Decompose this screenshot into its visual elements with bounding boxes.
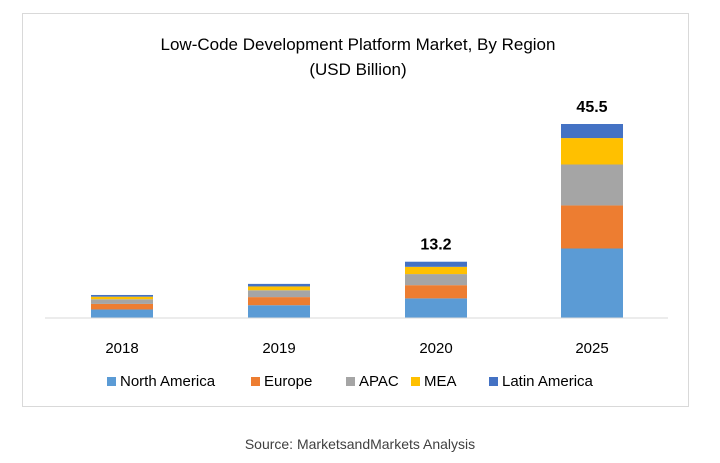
legend-swatch-europe (251, 377, 260, 386)
x-tick-label: 2025 (575, 340, 608, 357)
legend-label-europe: Europe (264, 373, 312, 390)
legend-label-mea: MEA (424, 373, 457, 390)
bar-2018-europe (91, 303, 153, 310)
bar-2025-mea (561, 138, 623, 165)
x-tick-label: 2018 (105, 340, 138, 357)
x-tick-label: 2020 (419, 340, 452, 357)
bar-2025-latin-america (561, 124, 623, 139)
source-note: Source: MarketsandMarkets Analysis (244, 436, 476, 452)
legend-swatch-mea (411, 377, 420, 386)
legend-label-apac: APAC (359, 373, 399, 390)
bar-2019-europe (248, 297, 310, 306)
bar-2025-europe (561, 205, 623, 249)
bar-2019-north-america (248, 305, 310, 318)
bar-2020-apac (405, 274, 467, 286)
bar-2019-mea (248, 286, 310, 291)
chart-subtitle: (USD Billion) (309, 60, 406, 79)
bar-2018-latin-america (91, 294, 153, 297)
bar-2020-north-america (405, 298, 467, 318)
bar-2018-mea (91, 296, 153, 300)
chart-title: Low-Code Development Platform Market, By… (161, 35, 556, 54)
total-label-2025: 45.5 (576, 99, 607, 116)
bar-2025-apac (561, 164, 623, 206)
legend-swatch-north-america (107, 377, 116, 386)
legend-label-latin-america: Latin America (502, 373, 594, 390)
x-tick-label: 2019 (262, 340, 295, 357)
bar-2018-apac (91, 299, 153, 304)
bar-2020-mea (405, 266, 467, 275)
legend-swatch-latin-america (489, 377, 498, 386)
total-label-2020: 13.2 (420, 237, 451, 254)
stacked-bar-chart: Low-Code Development Platform Market, By… (45, 35, 668, 390)
bar-2020-latin-america (405, 261, 467, 267)
legend-label-north-america: North America (120, 373, 216, 390)
chart-frame (22, 13, 689, 407)
bar-2019-apac (248, 290, 310, 298)
bar-2019-latin-america (248, 283, 310, 287)
bar-2018-north-america (91, 309, 153, 318)
bar-2020-europe (405, 285, 467, 299)
legend-swatch-apac (346, 377, 355, 386)
bar-2025-north-america (561, 248, 623, 318)
